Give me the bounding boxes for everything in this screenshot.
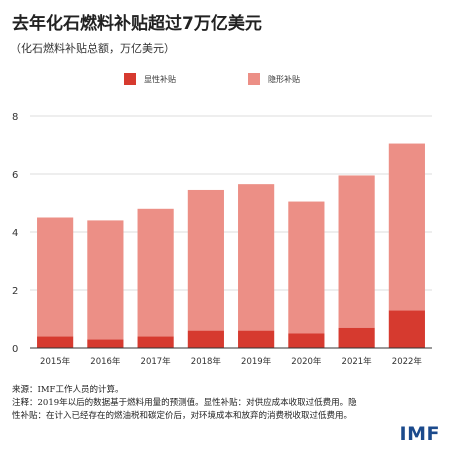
y-tick-label: 0	[12, 344, 18, 355]
bar-implicit-subsidy	[37, 217, 74, 337]
chart-legend: 显性补贴 隐形补贴	[0, 73, 457, 89]
imf-logo: IMF	[399, 423, 440, 445]
x-tick-label: 2019年	[241, 356, 272, 367]
bar-implicit-subsidy	[238, 184, 275, 331]
x-tick-label: 2015年	[40, 356, 71, 367]
y-tick-label: 6	[12, 170, 18, 181]
chart-notes: 来源：IMF工作人员的计算。 注释：2019年以后的数据基于燃料用量的预测值。显…	[12, 384, 412, 423]
bar-explicit-subsidy	[87, 339, 124, 348]
bar-implicit-subsidy	[187, 189, 224, 331]
x-tick-label: 2021年	[342, 356, 373, 367]
x-tick-label: 2020年	[291, 356, 322, 367]
y-tick-label: 4	[12, 228, 18, 239]
y-tick-label: 2	[12, 286, 18, 297]
bar-implicit-subsidy	[338, 175, 375, 328]
bar-explicit-subsidy	[338, 327, 375, 348]
x-tick-label: 2016年	[90, 356, 121, 367]
note-line-2: 性补贴：在计入已经存在的燃油税和碳定价后，对环境成本和放弃的消费税收取过低费用。	[12, 411, 353, 421]
bar-implicit-subsidy	[87, 220, 124, 340]
bar-explicit-subsidy	[238, 330, 275, 348]
chart-title: 去年化石燃料补贴超过7万亿美元	[12, 14, 262, 34]
legend-label-implicit: 隐形补贴	[268, 74, 300, 84]
legend-item-explicit: 显性补贴	[124, 73, 176, 85]
bar-explicit-subsidy	[388, 310, 425, 348]
legend-swatch-implicit	[248, 73, 260, 85]
x-tick-label: 2017年	[141, 356, 172, 367]
stacked-bar-chart: 0 2 4 6 8 2015年 2016年 2017年 2018年 2019年 2020年 2021年…	[12, 112, 432, 367]
legend-item-implicit: 隐形补贴	[248, 73, 300, 85]
bar-implicit-subsidy	[137, 208, 174, 337]
bar-implicit-subsidy	[388, 143, 425, 311]
bar-explicit-subsidy	[137, 336, 174, 348]
bar-implicit-subsidy	[288, 201, 325, 334]
source-note: 来源：IMF工作人员的计算。	[12, 385, 124, 395]
note-line-1: 注释：2019年以后的数据基于燃料用量的预测值。显性补贴：对供应成本收取过低费用…	[12, 398, 357, 408]
bar-explicit-subsidy	[288, 333, 325, 348]
y-tick-label: 8	[12, 112, 18, 123]
legend-swatch-explicit	[124, 73, 136, 85]
legend-label-explicit: 显性补贴	[144, 74, 176, 84]
bar-explicit-subsidy	[37, 336, 74, 348]
bar-explicit-subsidy	[187, 330, 224, 348]
x-tick-label: 2022年	[392, 356, 423, 367]
x-tick-label: 2018年	[191, 356, 222, 367]
chart-subtitle: （化石燃料补贴总额，万亿美元）	[10, 42, 175, 55]
